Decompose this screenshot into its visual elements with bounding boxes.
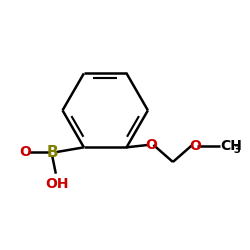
Text: OH: OH <box>45 176 69 190</box>
Text: CH: CH <box>220 139 242 153</box>
Text: O: O <box>20 145 31 159</box>
Text: O: O <box>189 139 201 153</box>
Text: B: B <box>46 145 58 160</box>
Text: 3: 3 <box>233 146 240 156</box>
Text: O: O <box>145 138 157 152</box>
